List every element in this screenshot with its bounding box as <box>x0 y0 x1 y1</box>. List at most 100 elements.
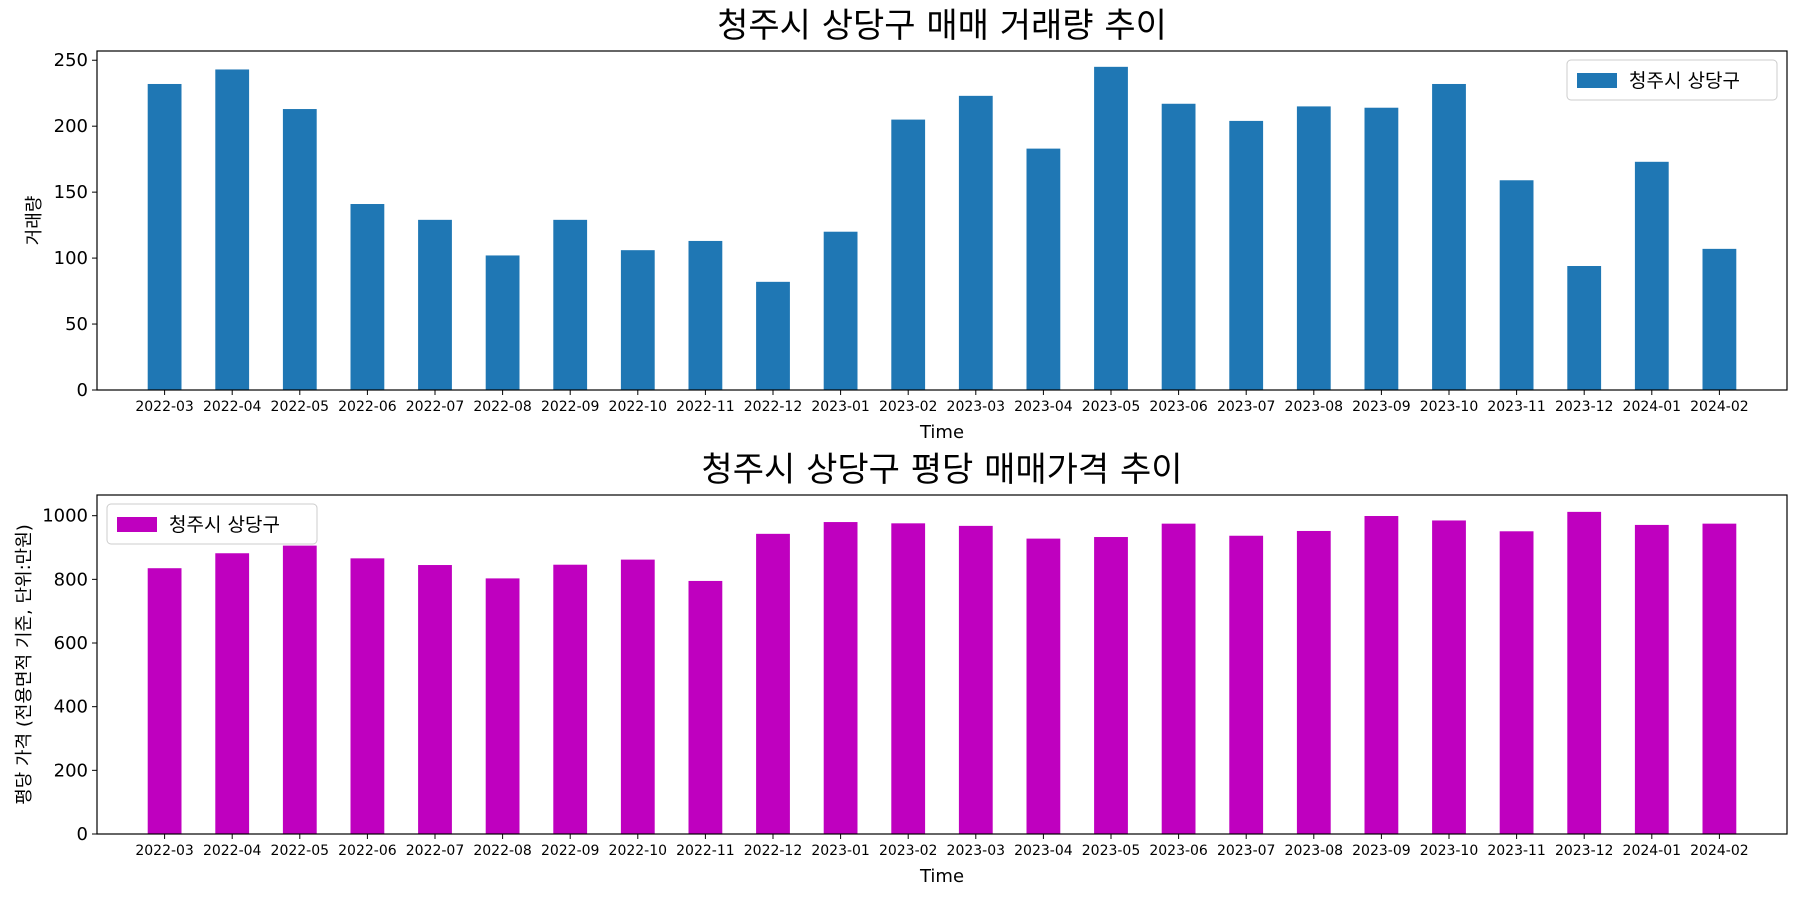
x-tick-label: 2022-10 <box>609 843 668 859</box>
x-tick-label: 2022-07 <box>406 399 465 415</box>
y-tick-label: 0 <box>77 824 88 845</box>
x-tick-label: 2023-01 <box>811 843 870 859</box>
x-tick-label: 2022-04 <box>203 843 262 859</box>
x-tick-label: 2023-10 <box>1420 399 1479 415</box>
y-tick-label: 1000 <box>42 506 88 527</box>
y-tick-label: 600 <box>54 633 88 654</box>
chart-title: 청주시 상당구 매매 거래량 추이 <box>717 6 1167 46</box>
x-tick-label: 2022-03 <box>135 843 194 859</box>
bar-2022-08 <box>485 578 520 834</box>
plot-frame <box>96 50 1788 391</box>
y-tick-label: 50 <box>65 314 88 335</box>
x-tick-label: 2022-12 <box>744 843 803 859</box>
bar-2023-05 <box>1094 66 1128 390</box>
bar-2023-02 <box>891 119 926 391</box>
x-tick-label: 2023-09 <box>1352 843 1411 859</box>
bar-2022-06 <box>350 204 385 390</box>
x-tick-label: 2023-11 <box>1487 399 1546 415</box>
x-tick-label: 2022-06 <box>338 399 397 415</box>
bar-2023-07 <box>1229 120 1264 390</box>
x-tick-label: 2022-07 <box>406 843 465 859</box>
bar-2023-03 <box>958 525 993 834</box>
x-tick-label: 2022-09 <box>541 843 600 859</box>
x-tick-label: 2023-10 <box>1420 843 1479 859</box>
bar-2024-02 <box>1702 523 1737 834</box>
legend-frame <box>106 503 318 545</box>
x-tick-label: 2024-01 <box>1623 843 1682 859</box>
bar-2022-05 <box>282 109 317 390</box>
x-tick-label: 2022-05 <box>271 399 330 415</box>
bar-2022-04 <box>215 69 250 391</box>
bar-2023-10 <box>1432 520 1466 834</box>
y-tick-label: 400 <box>54 697 88 718</box>
x-tick-label: 2022-10 <box>609 399 668 415</box>
y-tick-label: 250 <box>54 50 88 71</box>
chart-title: 청주시 상당구 평당 매매가격 추이 <box>701 450 1182 490</box>
x-tick-label: 2023-06 <box>1149 843 1208 859</box>
y-axis-label: 평당 가격 (전용면적 기준, 단위:만원) <box>14 524 35 805</box>
plot-frame <box>96 494 1788 835</box>
bar-2022-10 <box>620 559 655 834</box>
x-tick-label: 2024-02 <box>1690 399 1749 415</box>
bar-2022-12 <box>756 281 790 390</box>
x-tick-label: 2022-08 <box>473 399 532 415</box>
y-tick-label: 200 <box>54 760 88 781</box>
x-tick-label: 2023-11 <box>1487 843 1546 859</box>
bar-2022-07 <box>418 565 452 834</box>
bar-2022-11 <box>688 580 723 834</box>
legend-frame <box>1566 59 1778 101</box>
bar-2024-01 <box>1634 524 1669 834</box>
x-tick-label: 2022-05 <box>271 843 330 859</box>
legend-swatch <box>117 517 157 532</box>
legend-label: 청주시 상당구 <box>169 514 280 536</box>
x-tick-label: 2023-03 <box>947 399 1006 415</box>
y-tick-label: 800 <box>54 569 88 590</box>
x-tick-label: 2023-08 <box>1285 843 1344 859</box>
bar-2022-07 <box>418 219 452 390</box>
x-axis-label: Time <box>919 866 964 887</box>
x-tick-label: 2022-11 <box>676 843 735 859</box>
bar-2022-12 <box>756 533 790 834</box>
bar-2023-11 <box>1499 180 1534 390</box>
x-tick-label: 2022-11 <box>676 399 735 415</box>
bar-2022-05 <box>282 545 317 834</box>
x-tick-label: 2023-12 <box>1555 399 1614 415</box>
bar-2023-06 <box>1161 103 1196 391</box>
y-tick-label: 100 <box>54 248 88 269</box>
bar-2023-01 <box>823 522 858 834</box>
x-tick-label: 2022-03 <box>135 399 194 415</box>
chart-2: 청주시 상당구 평당 매매가격 추이 2022-03 2022-04 2022-05 2… <box>14 450 1788 887</box>
bar-2022-09 <box>553 219 588 390</box>
bar-2024-01 <box>1634 161 1669 390</box>
bar-2022-06 <box>350 558 385 834</box>
y-tick-label: 200 <box>54 116 88 137</box>
legend: 청주시 상당구 <box>1566 59 1778 101</box>
bar-2022-11 <box>688 240 723 390</box>
bar-2022-08 <box>485 255 520 390</box>
bar-2023-10 <box>1432 83 1466 390</box>
bar-2022-10 <box>620 250 655 390</box>
x-tick-label: 2023-03 <box>947 843 1006 859</box>
x-tick-label: 2023-01 <box>811 399 870 415</box>
x-tick-label: 2023-07 <box>1217 843 1276 859</box>
y-tick-label: 150 <box>54 182 88 203</box>
x-tick-label: 2023-05 <box>1082 399 1141 415</box>
bar-2023-12 <box>1567 266 1602 390</box>
x-tick-label: 2023-08 <box>1285 399 1344 415</box>
x-tick-label: 2022-09 <box>541 399 600 415</box>
bar-2023-07 <box>1229 535 1264 834</box>
legend: 청주시 상당구 <box>106 503 318 545</box>
bar-2023-08 <box>1296 106 1331 390</box>
x-tick-label: 2022-08 <box>473 843 532 859</box>
bar-2023-11 <box>1499 531 1534 834</box>
bar-2023-08 <box>1296 530 1331 834</box>
legend-label: 청주시 상당구 <box>1629 70 1740 92</box>
bar-2023-09 <box>1364 516 1399 834</box>
x-tick-label: 2023-05 <box>1082 843 1141 859</box>
bar-2023-02 <box>891 523 926 834</box>
x-tick-label: 2023-12 <box>1555 843 1614 859</box>
bar-2023-04 <box>1026 538 1061 834</box>
bar-2022-03 <box>147 568 182 834</box>
y-axis-label: 거래량 <box>24 196 45 246</box>
